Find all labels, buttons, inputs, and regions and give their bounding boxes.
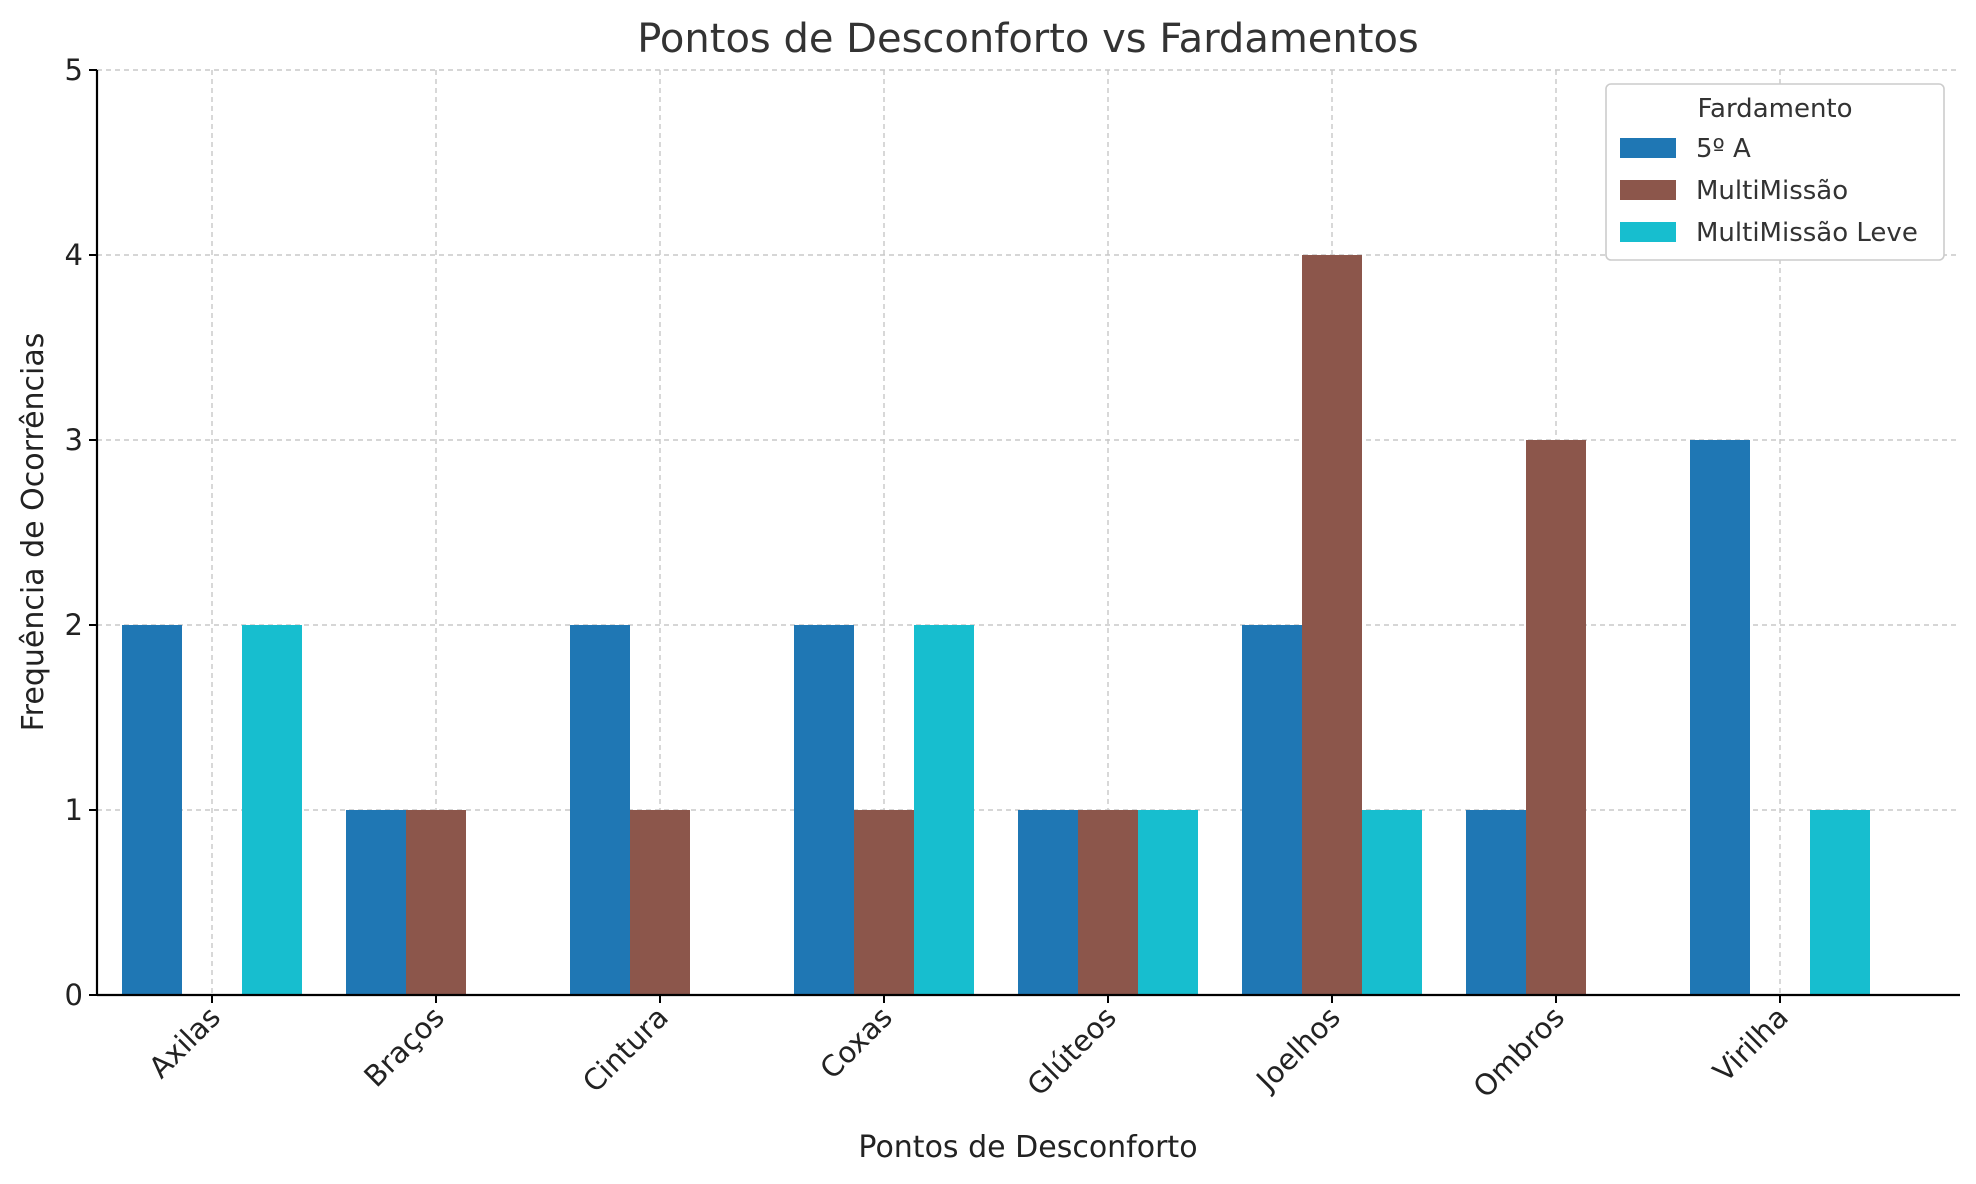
bar-5-a-ombros	[1466, 810, 1526, 995]
legend-title: Fardamento	[1697, 94, 1852, 124]
bar-multimiss-o-ombros	[1526, 440, 1586, 995]
bar-multimiss-o-leve-joelhos	[1362, 810, 1422, 995]
bar-multimiss-o-coxas	[854, 810, 914, 995]
legend-swatch	[1620, 138, 1676, 158]
bar-multimiss-o-joelhos	[1302, 255, 1362, 995]
legend: Fardamento 5º A MultiMissão MultiMissão Le…	[1606, 84, 1944, 260]
y-axis-label: Frequência de Ocorrências	[16, 333, 51, 732]
bar-5-a-axilas	[122, 625, 182, 995]
bar-5-a-cintura	[570, 625, 630, 995]
legend-label: MultiMissão	[1696, 176, 1848, 206]
y-tick-label: 0	[65, 978, 83, 1012]
bar-multimiss-o-bra-os	[406, 810, 466, 995]
y-tick-label: 1	[65, 793, 83, 827]
legend-swatch	[1620, 222, 1676, 242]
y-tick-label: 5	[65, 53, 83, 87]
legend-swatch	[1620, 180, 1676, 200]
bar-multimiss-o-leve-virilha	[1810, 810, 1870, 995]
bar-5-a-joelhos	[1242, 625, 1302, 995]
chart-title: Pontos de Desconforto vs Fardamentos	[637, 16, 1419, 62]
bar-5-a-bra-os	[346, 810, 406, 995]
y-tick-label: 2	[65, 608, 83, 642]
bar-multimiss-o-gl-teos	[1078, 810, 1138, 995]
y-tick-label: 3	[65, 423, 83, 457]
legend-label: MultiMissão Leve	[1696, 218, 1918, 248]
legend-label: 5º A	[1696, 134, 1751, 164]
bar-5-a-coxas	[794, 625, 854, 995]
bar-multimiss-o-leve-axilas	[242, 625, 302, 995]
bar-multimiss-o-leve-coxas	[914, 625, 974, 995]
y-tick-label: 4	[65, 238, 83, 272]
bar-5-a-gl-teos	[1018, 810, 1078, 995]
x-axis-label: Pontos de Desconforto	[858, 1130, 1197, 1165]
bar-multimiss-o-leve-gl-teos	[1138, 810, 1198, 995]
bar-5-a-virilha	[1690, 440, 1750, 995]
bar-multimiss-o-cintura	[630, 810, 690, 995]
